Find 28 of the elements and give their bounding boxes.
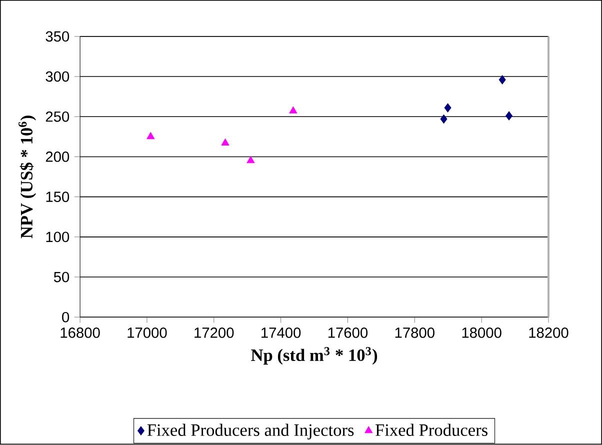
point [498, 75, 506, 84]
point [506, 111, 512, 121]
x-tick-label: 17400 [262, 328, 301, 338]
point [146, 132, 155, 140]
x-axis-title: Np (std m$^{3}$ * 10$^{3}$) [251, 347, 378, 365]
y-tick-label: 150 [46, 192, 70, 202]
y-axis-title: NPV (US$ * 10$^{6}$) [18, 116, 36, 238]
x-tick-label: 18200 [529, 328, 568, 338]
point [221, 138, 230, 146]
y-tick-label: 100 [46, 232, 70, 242]
y-tick-label: 250 [46, 112, 70, 122]
x-tick-label: 17200 [194, 328, 234, 338]
x-tick-label: 16800 [60, 328, 100, 338]
legend-label: Fixed Producers [375, 424, 488, 436]
y-tick-label: 350 [46, 31, 70, 42]
x-tick-label: 17800 [395, 328, 434, 338]
point [444, 103, 452, 113]
point [289, 106, 298, 114]
y-tick-label: 0 [62, 312, 70, 323]
point [440, 114, 448, 124]
y-tick-label: 50 [54, 272, 70, 282]
y-tick-label: 300 [46, 72, 70, 82]
x-tick-label: 17000 [128, 328, 167, 338]
x-tick-label: 17600 [328, 328, 368, 338]
legend-label: Fixed Producers and Injectors [147, 424, 354, 440]
x-tick-label: 18000 [462, 328, 502, 338]
point [246, 156, 255, 164]
y-tick-label: 200 [46, 152, 70, 162]
